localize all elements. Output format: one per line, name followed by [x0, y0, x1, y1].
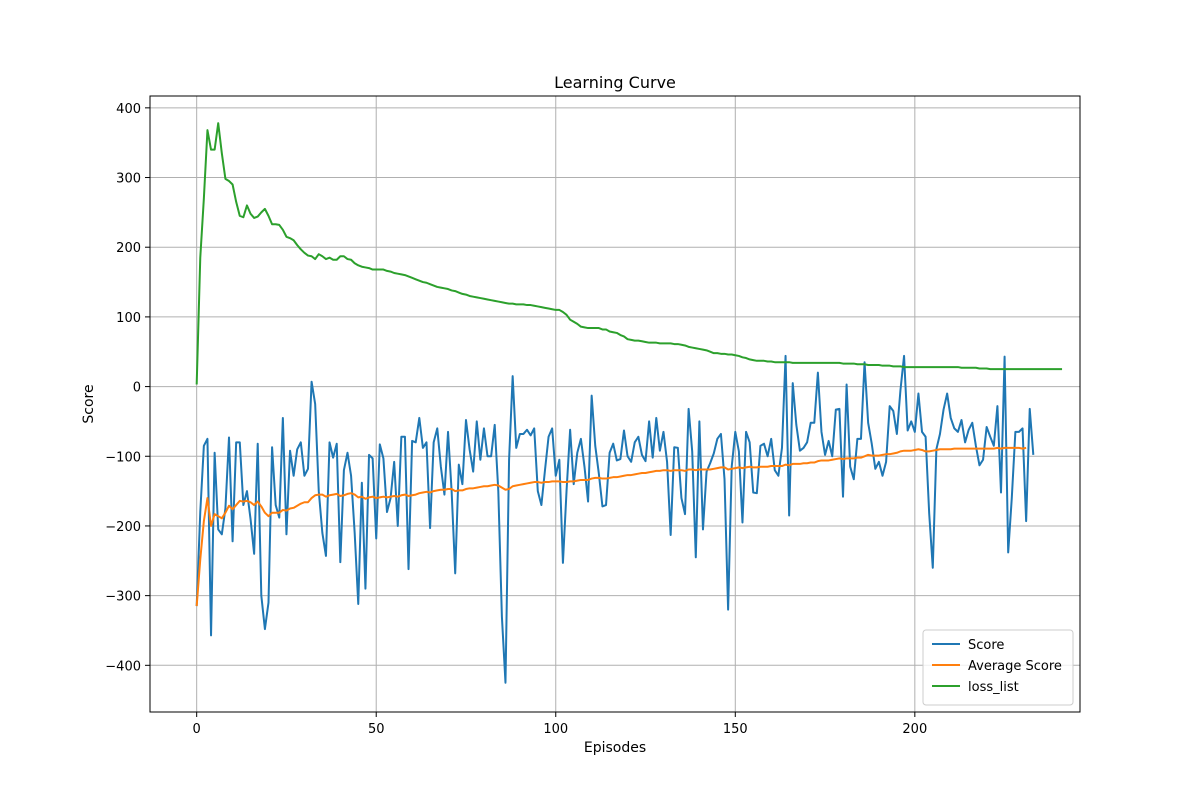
grid [150, 96, 1080, 712]
y-tick-label: −300 [105, 590, 141, 605]
x-tick-label: 0 [193, 722, 201, 737]
y-tick-label: 300 [116, 172, 141, 187]
series-line-score [195, 354, 1035, 684]
y-tick-label: 200 [116, 241, 141, 256]
y-tick-label: 400 [116, 102, 141, 117]
x-axis: 0 50 100 150 200 [193, 712, 927, 737]
y-tick-label: 0 [133, 381, 141, 396]
x-tick-label: 50 [368, 722, 385, 737]
y-tick-label: −100 [105, 450, 141, 465]
legend-label: Score [968, 638, 1004, 653]
y-tick-label: 100 [116, 311, 141, 326]
y-tick-label: −400 [105, 659, 141, 674]
series-layer [195, 122, 1063, 684]
x-tick-label: 100 [543, 722, 568, 737]
y-tick-label: −200 [105, 520, 141, 535]
series-line-loss-list [195, 122, 1063, 385]
series-line-average-score [195, 446, 1027, 607]
x-tick-label: 200 [902, 722, 927, 737]
legend-label: Average Score [968, 659, 1062, 674]
y-axis-label: Score [81, 384, 97, 423]
plot-frame [149, 95, 1081, 713]
y-axis: −400 −300 −200 −100 0 100 200 300 400 [105, 102, 150, 674]
x-tick-label: 150 [723, 722, 748, 737]
x-axis-label: Episodes [584, 740, 646, 756]
chart-title: Learning Curve [554, 73, 676, 92]
legend-label: loss_list [968, 680, 1019, 695]
legend-box [922, 629, 1074, 706]
legend: Score Average Score loss_list [922, 629, 1074, 706]
